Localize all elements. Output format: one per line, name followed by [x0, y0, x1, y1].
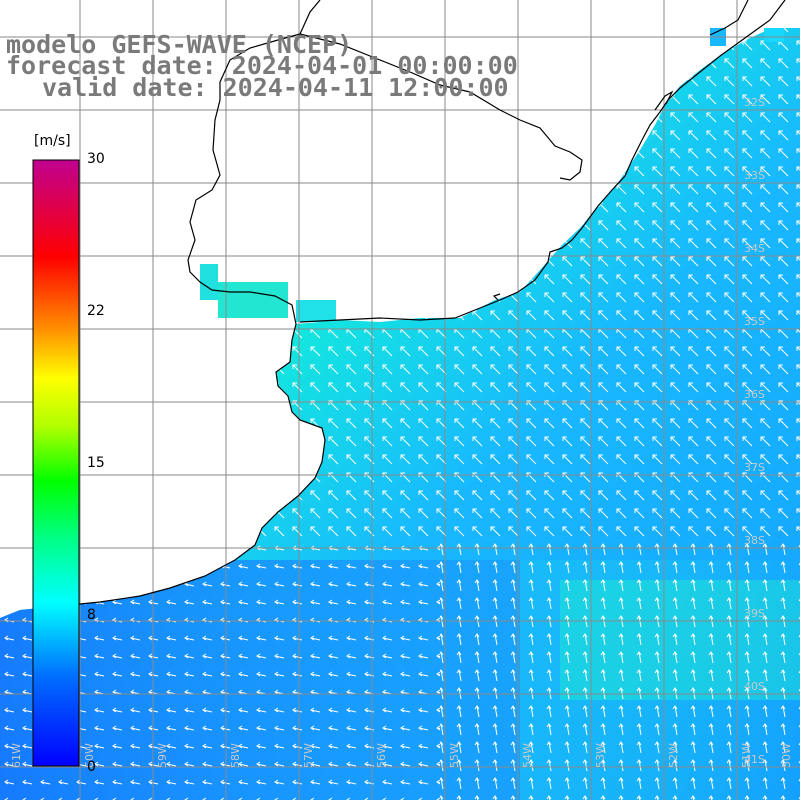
river-plate-cells	[200, 264, 336, 322]
colorbar-tick-0: 0	[87, 759, 96, 775]
lon-label: 54W	[521, 743, 534, 768]
colorbar-tick-8: 8	[87, 607, 96, 623]
colorbar-gradient	[32, 159, 80, 767]
lon-label: 57W	[302, 743, 315, 768]
lat-label: 39S	[744, 607, 765, 620]
colorbar-tick-22: 22	[87, 303, 105, 319]
lon-label: 55W	[448, 743, 461, 768]
lat-label: 36S	[744, 388, 765, 401]
lon-labels: 61W 60W 59W 58W 57W 56W 55W 54W 53W 52W …	[10, 743, 793, 768]
colorbar-tick-30: 30	[87, 151, 105, 167]
lon-label: 61W	[10, 743, 23, 768]
colorbar-tick-15: 15	[87, 455, 105, 471]
lat-label: 33S	[744, 169, 765, 182]
lon-label: 60W	[83, 743, 96, 768]
lat-label: 35S	[744, 315, 765, 328]
model-title: modelo GEFS-WAVE (NCEP)	[6, 30, 353, 59]
lat-labels: 32S 33S 34S 35S 36S 37S 38S 39S 40S 41S	[744, 96, 765, 766]
lon-label: 50W	[780, 743, 793, 768]
forecast-date: forecast date: 2024-04-01 00:00:00	[6, 51, 518, 80]
valid-date: valid date: 2024-04-11 12:00:00	[42, 73, 509, 102]
lat-label: 40S	[744, 680, 765, 693]
lat-label: 41S	[744, 753, 765, 766]
coastline	[59, 0, 786, 607]
lon-label: 51W	[740, 743, 753, 768]
lat-label: 32S	[744, 96, 765, 109]
colorbar-unit: [m/s]	[34, 133, 71, 149]
lon-label: 52W	[667, 743, 680, 768]
lat-label: 37S	[744, 461, 765, 474]
colorbar	[32, 159, 80, 767]
lon-label: 56W	[375, 743, 388, 768]
lon-label: 59W	[156, 743, 169, 768]
lon-label: 53W	[594, 743, 607, 768]
lon-label: 58W	[229, 743, 242, 768]
sea-cell	[764, 28, 784, 42]
lat-label: 38S	[744, 534, 765, 547]
lat-label: 34S	[744, 242, 765, 255]
